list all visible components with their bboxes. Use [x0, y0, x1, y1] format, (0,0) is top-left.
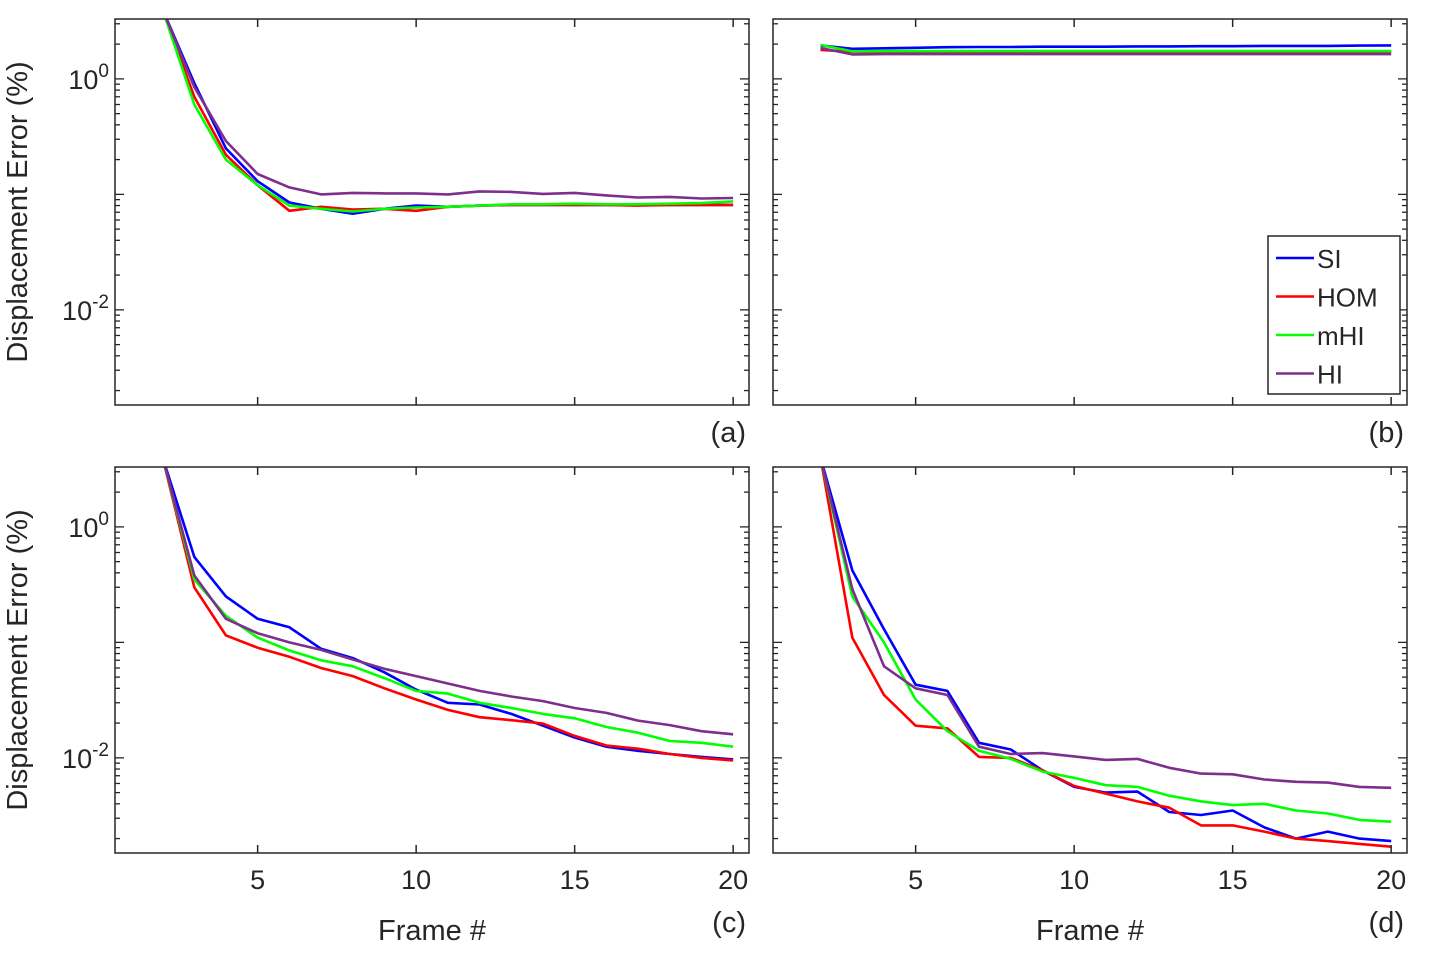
- series-group: [163, 467, 734, 762]
- series-line-hi: [820, 46, 1392, 56]
- series-group: [164, 19, 734, 215]
- x-tick-label: 10: [1059, 865, 1089, 895]
- panel-d: 5 10 15 20 Frame # (d): [772, 466, 1408, 947]
- series-group: [820, 43, 1392, 56]
- legend-entry-hom: HOM: [1276, 283, 1378, 313]
- y-axis-label: Displacement Error (%): [2, 61, 34, 362]
- series-line-mhi: [820, 43, 1392, 53]
- series-group: [820, 467, 1392, 848]
- y-tick-label: 10-2: [62, 740, 109, 774]
- series-line-hi: [165, 19, 734, 200]
- series-line-mhi: [821, 467, 1392, 823]
- series-line-hom: [820, 467, 1392, 848]
- axes-box: [114, 18, 750, 406]
- series-line-hi: [163, 467, 734, 736]
- series-line-mhi: [164, 19, 734, 213]
- x-tick-label: 15: [1218, 865, 1248, 895]
- legend-box: [1267, 235, 1401, 395]
- axes-box: [114, 466, 750, 854]
- legend-entry-mhi: mHI: [1276, 321, 1365, 351]
- y-axis-label: Displacement Error (%): [2, 509, 34, 810]
- x-tick-label: 15: [560, 865, 590, 895]
- axes-box: [772, 466, 1408, 854]
- legend: SI HOM mHI HI: [1267, 235, 1401, 395]
- legend-label: HI: [1317, 360, 1343, 390]
- series-line-hom: [163, 467, 734, 762]
- series-line-si: [165, 19, 734, 215]
- legend-entry-si: SI: [1276, 244, 1342, 274]
- series-line-hi: [821, 467, 1392, 790]
- x-axis-label: Frame #: [1036, 915, 1144, 947]
- series-line-hom: [164, 19, 734, 213]
- x-tick-label: 5: [908, 865, 923, 895]
- legend-label: SI: [1317, 244, 1342, 274]
- x-tick-label: 20: [718, 865, 748, 895]
- x-tick-label: 5: [250, 865, 265, 895]
- y-tick-label: 100: [68, 61, 109, 95]
- y-tick-label: 10-2: [62, 292, 109, 326]
- x-tick-label: 20: [1376, 865, 1406, 895]
- series-line-mhi: [163, 467, 734, 748]
- panel-a: 10-2 100 Displacement Error (%) (a): [2, 18, 750, 449]
- panel-letter: (c): [712, 907, 746, 939]
- series-line-si: [821, 467, 1392, 843]
- series-line-si: [820, 44, 1392, 51]
- y-tick-label: 100: [68, 509, 109, 543]
- x-axis-label: Frame #: [378, 915, 486, 947]
- panel-letter: (a): [711, 417, 746, 449]
- panel-letter: (d): [1369, 907, 1404, 939]
- series-line-si: [164, 467, 734, 761]
- x-tick-label: 10: [401, 865, 431, 895]
- legend-label: mHI: [1317, 321, 1365, 351]
- panel-c: 5 10 15 20 10-2 100 Displacement Error (%) Fram…: [2, 466, 750, 947]
- panel-b: (b): [772, 18, 1408, 449]
- panel-letter: (b): [1369, 417, 1404, 449]
- legend-entry-hi: HI: [1276, 360, 1343, 390]
- panels: 10-2 100 Displacement Error (%) (a) (b) 5 10 15…: [2, 18, 1408, 947]
- legend-label: HOM: [1317, 283, 1378, 313]
